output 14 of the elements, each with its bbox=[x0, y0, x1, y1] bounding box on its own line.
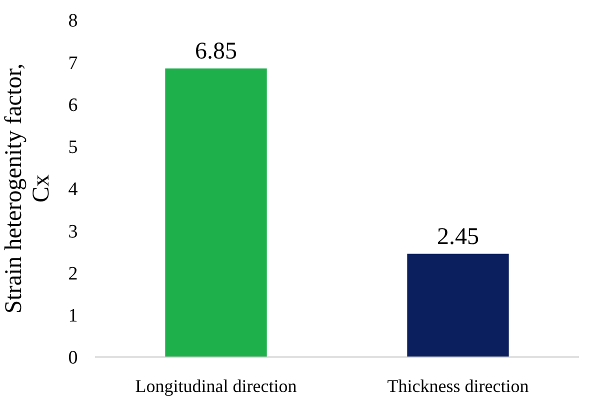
y-tick-label: 8 bbox=[68, 10, 78, 32]
y-tick-label: 4 bbox=[68, 179, 78, 200]
data-label: 6.85 bbox=[195, 38, 237, 64]
y-tick-label: 1 bbox=[68, 306, 78, 327]
x-tick-label: Longitudinal direction bbox=[135, 376, 297, 396]
y-tick-label: 3 bbox=[68, 221, 78, 242]
x-tick-label: Thickness direction bbox=[387, 376, 529, 396]
y-axis-title: Strain heterogenity factor, Cx bbox=[0, 63, 54, 314]
y-tick-label: 6 bbox=[68, 94, 78, 116]
y-tick-label: 7 bbox=[68, 52, 78, 74]
y-tick-label: 2 bbox=[68, 263, 78, 284]
data-label: 2.45 bbox=[437, 224, 479, 250]
y-tick-label: 5 bbox=[68, 137, 78, 158]
y-tick-label: 0 bbox=[68, 348, 78, 369]
